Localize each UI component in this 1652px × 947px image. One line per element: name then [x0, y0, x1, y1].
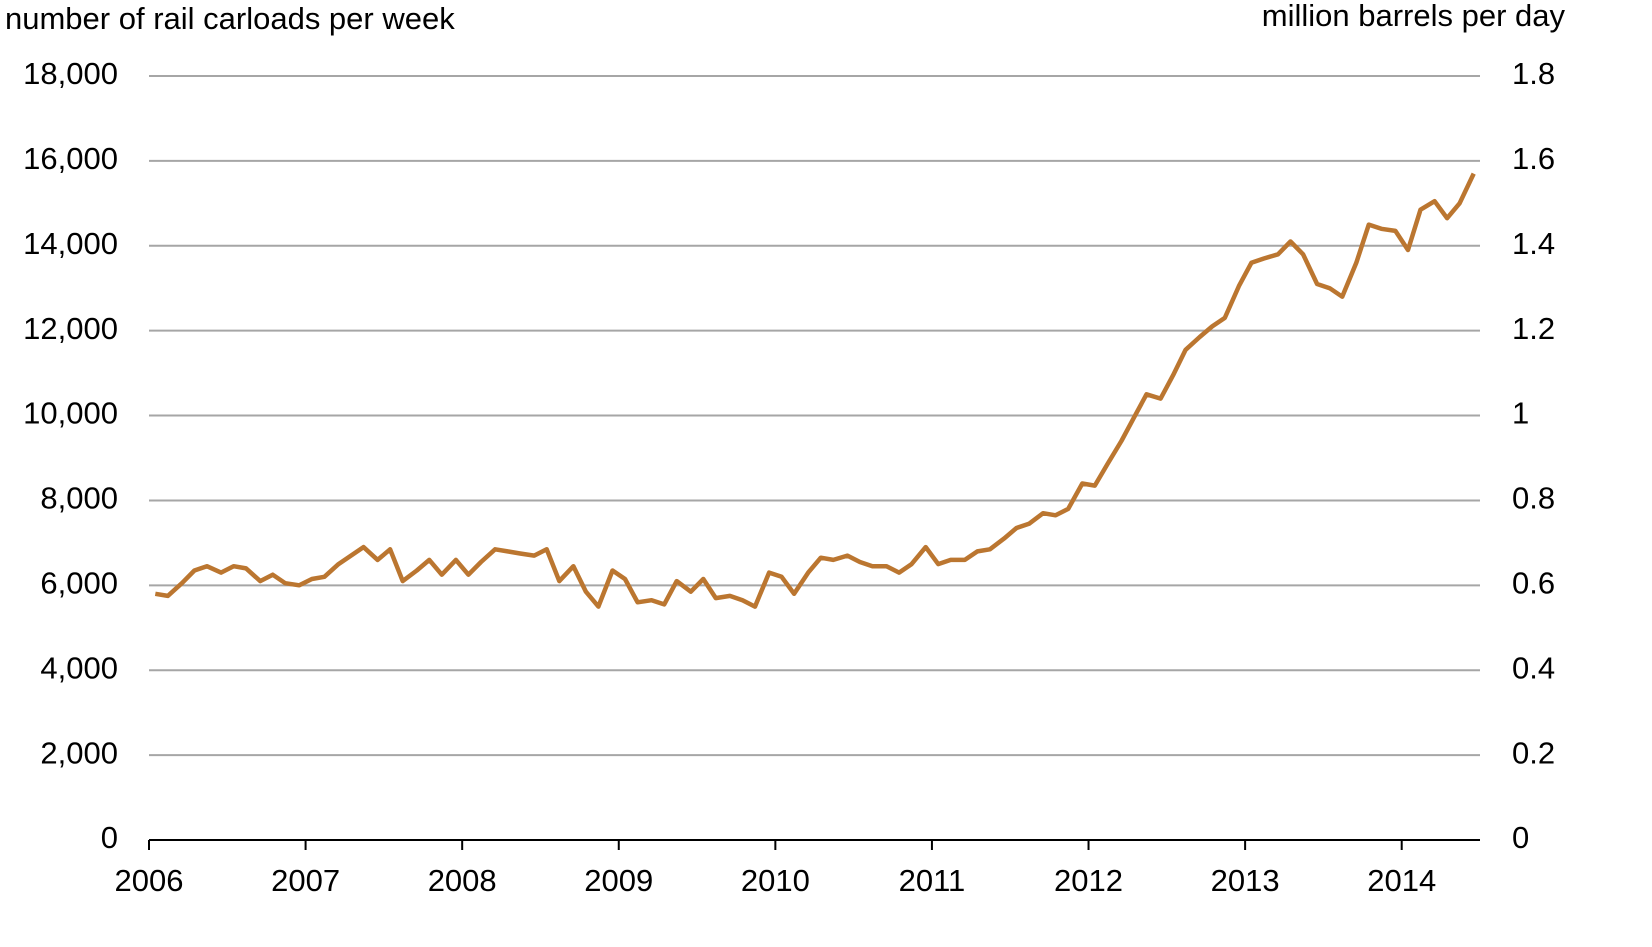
x-tick-label: 2013 — [1211, 863, 1280, 898]
y2-tick-label: 0.8 — [1512, 481, 1555, 516]
y-tick-label: 2,000 — [40, 735, 118, 770]
y-tick-label: 4,000 — [40, 650, 118, 685]
y-tick-label: 18,000 — [23, 56, 118, 91]
y2-tick-label: 1.2 — [1512, 311, 1555, 346]
y-tick-label: 0 — [101, 820, 118, 855]
y-tick-label: 16,000 — [23, 141, 118, 176]
y2-tick-label: 0.4 — [1512, 650, 1555, 685]
y2-tick-label: 1.8 — [1512, 56, 1555, 91]
x-tick-label: 2007 — [271, 863, 340, 898]
y2-tick-label: 0.6 — [1512, 566, 1555, 601]
y2-tick-label: 0 — [1512, 820, 1529, 855]
x-tick-label: 2010 — [741, 863, 810, 898]
data-line — [154, 172, 1476, 609]
x-tick-label: 2006 — [115, 863, 184, 898]
y-tick-label: 6,000 — [40, 566, 118, 601]
y2-tick-label: 0.2 — [1512, 735, 1555, 770]
x-tick-label: 2008 — [428, 863, 497, 898]
y2-tick-label: 1.6 — [1512, 141, 1555, 176]
y-tick-label: 8,000 — [40, 481, 118, 516]
x-tick-label: 2009 — [584, 863, 653, 898]
x-tick-label: 2014 — [1367, 863, 1436, 898]
y2-tick-label: 1.4 — [1512, 226, 1555, 261]
y2-axis-title: million barrels per day — [1262, 0, 1566, 33]
y2-tick-label: 1 — [1512, 396, 1529, 431]
x-tick-label: 2011 — [899, 863, 966, 898]
x-tick-label: 2012 — [1054, 863, 1123, 898]
y-axis-title: number of rail carloads per week — [5, 1, 455, 36]
y-tick-label: 12,000 — [23, 311, 118, 346]
y-tick-label: 10,000 — [23, 396, 118, 431]
y-tick-label: 14,000 — [23, 226, 118, 261]
